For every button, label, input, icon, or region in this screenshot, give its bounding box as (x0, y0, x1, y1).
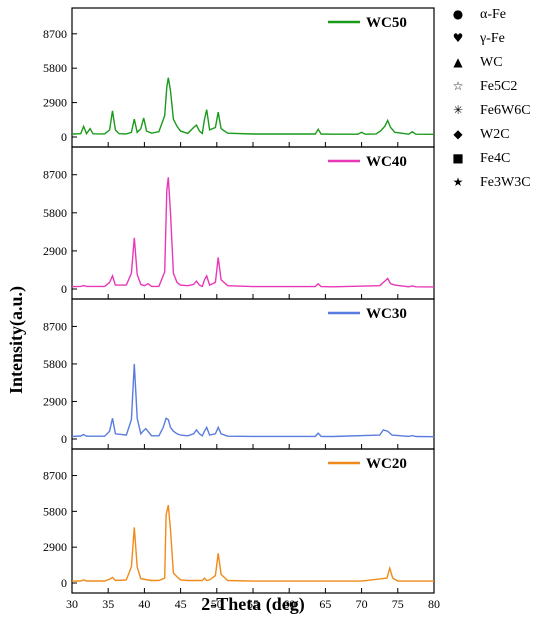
series-line-wc40 (71, 177, 435, 288)
series-legend-label: WC50 (366, 15, 407, 31)
y-tick-label: 8700 (43, 168, 67, 182)
legend-symbol: ★ (453, 175, 464, 189)
y-tick-label: 0 (61, 576, 67, 590)
y-tick-label: 5800 (43, 206, 67, 220)
series-legend-label: WC20 (366, 456, 407, 472)
x-axis-label: 2-Theta (deg) (201, 594, 304, 615)
x-tick-label: 75 (392, 597, 404, 611)
legend-phase-label: Fe5C2 (480, 79, 517, 94)
legend-symbol: ● (453, 7, 463, 21)
legend-phase-label: W2C (480, 127, 510, 142)
legend-phase-label: Fe3W3C (480, 175, 531, 190)
panel-wc50: 0 2900 5800 8700 WC50 (43, 7, 435, 148)
y-tick-label: 5800 (43, 504, 67, 518)
series-line-wc50 (71, 77, 435, 136)
y-tick-label: 2900 (43, 394, 67, 408)
y-tick-label: 2900 (43, 540, 67, 554)
x-tick-label: 30 (66, 597, 78, 611)
y-tick-label: 8700 (43, 469, 67, 483)
x-tick-label: 60 (283, 597, 295, 611)
y-tick-label: 0 (61, 130, 67, 144)
legend-phase-label: Fe6W6C (480, 103, 531, 118)
panel-wc20: 0 2900 5800 8700 30 35 40 45 50 55 60 65 70 75 80 WC20 (43, 448, 440, 611)
legend-phase-label: Fe4C (480, 151, 510, 166)
legend-symbol: ■ (452, 151, 463, 165)
series-line-wc30 (71, 363, 435, 438)
y-tick-label: 2900 (43, 244, 67, 258)
y-tick-label: 2900 (43, 96, 67, 110)
series-legend-label: WC30 (366, 306, 407, 322)
x-tick-label: 40 (138, 597, 150, 611)
y-tick-label: 8700 (43, 27, 67, 41)
y-tick-label: 5800 (43, 61, 67, 75)
legend-phase-label: γ-Fe (479, 31, 505, 46)
y-tick-label: 0 (61, 282, 67, 296)
panel-wc40: 0 2900 5800 8700 WC40 (43, 146, 435, 300)
x-tick-label: 80 (428, 597, 440, 611)
legend-symbol: ☆ (453, 79, 464, 93)
x-tick-label: 55 (247, 597, 259, 611)
panels-group: 0 2900 5800 8700 WC50 0 2900 5800 8700 WC40 0 2900 5… (43, 7, 440, 611)
series-legend-label: WC40 (366, 154, 407, 170)
legend-symbol: ✳ (453, 103, 463, 117)
series-line-wc20 (71, 505, 435, 582)
legend-symbol: ▲ (453, 55, 463, 69)
legend-phase-label: α-Fe (480, 7, 506, 22)
x-tick-label: 35 (102, 597, 114, 611)
legend-symbol: ◆ (453, 127, 463, 141)
legend-symbol: ♥ (453, 31, 464, 45)
y-axis-label: Intensity(a.u.) (6, 286, 27, 394)
phase-legend: ● α-Fe ♥ γ-Fe ▲ WC ☆ Fe5C2 ✳ Fe6W6C ◆ W2C ■ Fe4C ★ Fe3W… (452, 7, 530, 190)
y-tick-label: 5800 (43, 357, 67, 371)
x-tick-label: 70 (356, 597, 368, 611)
x-tick-label: 45 (175, 597, 187, 611)
legend-phase-label: WC (480, 55, 503, 70)
y-tick-label: 8700 (43, 319, 67, 333)
panel-wc30: 0 2900 5800 8700 WC30 (43, 298, 435, 450)
y-tick-label: 0 (61, 432, 67, 446)
x-tick-label: 65 (319, 597, 331, 611)
x-tick-label: 50 (211, 597, 223, 611)
